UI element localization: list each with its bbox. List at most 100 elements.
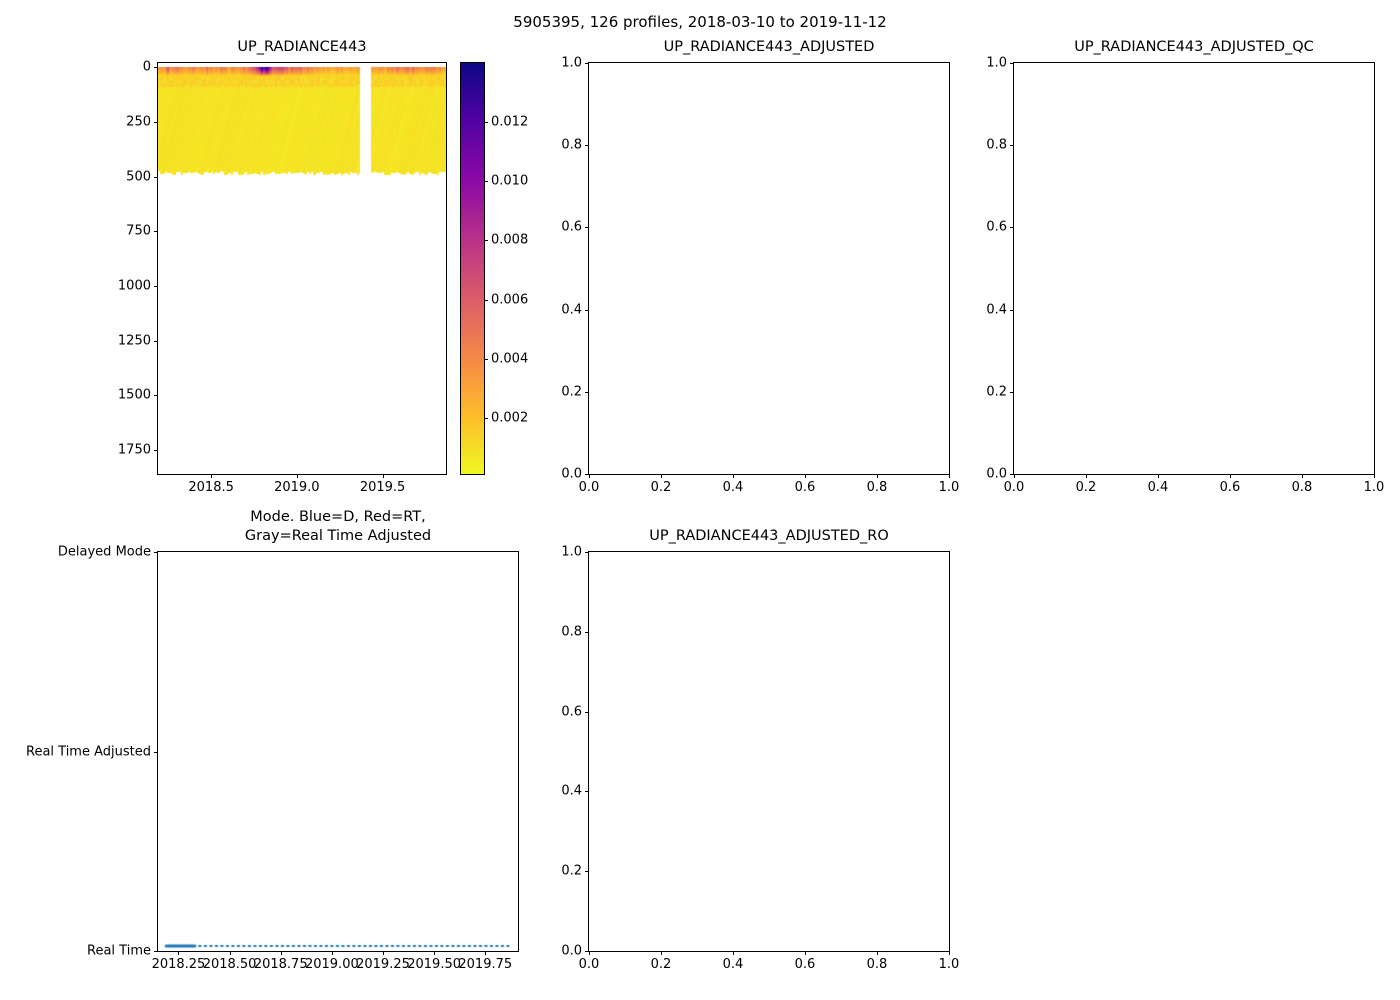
y-tick-mark: [585, 63, 589, 64]
x-tick-mark: [661, 474, 662, 478]
x-tick-label: 0.8: [866, 957, 888, 972]
y-tick-mark: [154, 122, 158, 124]
y-tick-label: 750: [126, 223, 151, 239]
colorbar: 0.002 0.004 0.006 0.008 0.010 0.012: [460, 62, 528, 475]
x-tick-mark: [949, 474, 950, 478]
y-tick-label: 0.2: [561, 384, 582, 400]
x-tick-mark: [589, 474, 590, 478]
x-tick-mark: [331, 951, 333, 955]
x-tick-mark: [211, 474, 213, 478]
y-tick-label: 1500: [117, 387, 151, 403]
y-tick-mark: [585, 391, 589, 393]
y-tick-mark: [1010, 63, 1014, 64]
y-tick-label: 0.0: [561, 466, 582, 482]
x-tick-label: 2019.25: [356, 957, 410, 972]
x-tick-label: 0.4: [722, 957, 744, 972]
y-tick-mark: [1010, 474, 1014, 475]
x-tick-label: 2018.25: [151, 957, 206, 972]
y-tick-mark: [1010, 309, 1014, 311]
y-tick-label: 500: [126, 169, 151, 185]
x-tick-label: 1.0: [938, 957, 960, 972]
y-tick-mark: [585, 309, 589, 311]
x-tick-label: 0.0: [578, 957, 600, 972]
x-tick-label: 2019.50: [407, 957, 462, 972]
x-tick-mark: [877, 474, 878, 478]
y-tick-mark: [1010, 391, 1014, 393]
y-tick-mark: [154, 231, 158, 233]
x-tick-label: 2019.75: [458, 957, 513, 972]
y-tick-mark: [1010, 227, 1014, 229]
subplot-title: UP_RADIANCE443_ADJUSTED_QC: [1074, 39, 1314, 56]
x-tick-mark: [434, 951, 436, 955]
y-tick-mark: [585, 951, 589, 952]
x-tick-label: 0.6: [794, 957, 816, 972]
y-tick-label: 0.6: [986, 219, 1007, 235]
x-tick-mark: [805, 474, 806, 478]
y-tick-mark: [585, 552, 589, 553]
x-tick-label: 0.2: [650, 957, 672, 972]
x-tick-mark: [1302, 474, 1303, 478]
x-tick-label: 2019.00: [304, 957, 359, 972]
subplot-up-radiance443: UP_RADIANCE443 2018.5 2019.0 2019.5 0 250 500…: [118, 39, 447, 495]
x-tick-label: 0.2: [1075, 480, 1097, 495]
x-tick-mark: [733, 951, 734, 955]
colorbar-tick-label: 0.010: [491, 173, 529, 189]
subplot-mode: Mode. Blue=D, Red=RT, Gray=Real Time Adj…: [26, 509, 519, 972]
y-tick-mark: [585, 631, 589, 633]
y-tick-mark: [1010, 145, 1014, 147]
x-tick-mark: [382, 474, 384, 478]
y-tick-mark: [154, 176, 158, 178]
x-tick-label: 2019.5: [359, 480, 406, 495]
heatmap-canvas: [158, 63, 446, 474]
y-tick-mark: [585, 711, 589, 713]
x-tick-mark: [178, 951, 180, 955]
y-tick-label: 0.8: [986, 137, 1007, 153]
x-tick-mark: [661, 951, 662, 955]
y-tick-mark: [154, 751, 158, 753]
y-tick-label: 0.6: [561, 704, 582, 720]
colorbar-tick-mark: [484, 417, 488, 419]
y-tick-mark: [585, 227, 589, 229]
y-tick-label: 0.0: [561, 943, 582, 959]
colorbar-canvas: [461, 63, 484, 474]
y-tick-label: Real Time: [87, 943, 151, 959]
figure-suptitle: 5905395, 126 profiles, 2018-03-10 to 201…: [513, 13, 887, 31]
y-tick-label: 0.2: [986, 384, 1007, 400]
x-tick-mark: [1374, 474, 1375, 478]
colorbar-tick-mark: [484, 181, 488, 183]
y-tick-label: Real Time Adjusted: [26, 744, 151, 759]
y-tick-mark: [154, 449, 158, 451]
x-tick-label: 0.0: [1003, 480, 1025, 495]
y-tick-label: 1.0: [561, 544, 582, 560]
x-tick-mark: [805, 951, 806, 955]
subplot-title: UP_RADIANCE443_ADJUSTED: [663, 39, 875, 56]
x-tick-mark: [485, 951, 487, 955]
y-tick-mark: [585, 145, 589, 147]
y-tick-mark: [154, 395, 158, 397]
x-tick-mark: [1158, 474, 1159, 478]
x-tick-label: 1.0: [1363, 480, 1385, 495]
x-tick-mark: [949, 951, 950, 955]
x-tick-label: 0.6: [1219, 480, 1241, 495]
y-tick-mark: [154, 552, 158, 553]
colorbar-tick-label: 0.002: [491, 410, 529, 426]
x-tick-mark: [1086, 474, 1087, 478]
x-tick-mark: [1014, 474, 1015, 478]
y-tick-mark: [585, 474, 589, 475]
x-tick-label: 0.4: [1147, 480, 1169, 495]
y-tick-mark: [585, 871, 589, 873]
colorbar-tick-label: 0.004: [491, 351, 529, 367]
y-tick-label: 0.0: [986, 466, 1007, 482]
subplot-title: UP_RADIANCE443_ADJUSTED_RO: [649, 528, 889, 545]
x-tick-label: 1.0: [938, 480, 960, 495]
x-tick-label: 0.8: [866, 480, 888, 495]
x-tick-label: 0.8: [1291, 480, 1313, 495]
x-tick-label: 2018.75: [253, 957, 308, 972]
colorbar-tick-label: 0.006: [491, 292, 529, 308]
x-tick-mark: [877, 951, 878, 955]
y-tick-label: 0.2: [561, 863, 582, 879]
x-tick-label: 2019.0: [274, 480, 320, 495]
x-tick-mark: [589, 951, 590, 955]
subplot-title: Mode. Blue=D, Red=RT, Gray=Real Time Adj…: [244, 509, 432, 545]
